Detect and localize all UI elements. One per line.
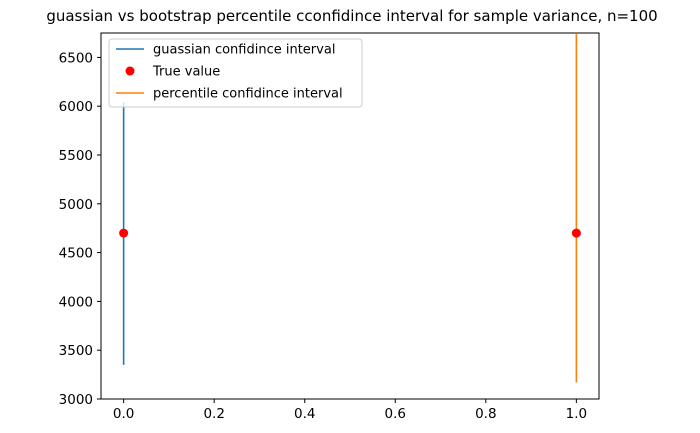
legend: guassian confidince interval True value pe… xyxy=(108,38,363,108)
y-tick-label: 3000 xyxy=(59,392,93,408)
y-tick-label: 4000 xyxy=(59,294,93,310)
y-tick-label: 5000 xyxy=(59,197,93,213)
true-value-point xyxy=(571,228,581,238)
x-tick-label: 0.4 xyxy=(294,406,315,422)
y-tick-label: 6500 xyxy=(59,50,93,66)
legend-box xyxy=(108,38,363,108)
y-tick-label: 5500 xyxy=(59,148,93,164)
x-tick-label: 0.2 xyxy=(203,406,224,422)
true-value-point xyxy=(119,228,129,238)
y-axis: 3000 3500 4000 4500 5000 5500 6000 6500 xyxy=(59,50,101,408)
x-tick-label: 1.0 xyxy=(566,406,587,422)
x-tick-label: 0.0 xyxy=(113,406,134,422)
chart-title: guassian vs bootstrap percentile cconfid… xyxy=(46,7,657,25)
legend-label: guassian confidince interval xyxy=(153,43,335,58)
x-axis: 0.0 0.2 0.4 0.6 0.8 1.0 xyxy=(113,399,587,422)
y-tick-label: 6000 xyxy=(59,99,93,115)
y-tick-label: 3500 xyxy=(59,343,93,359)
series-layer xyxy=(119,33,581,383)
x-tick-label: 0.6 xyxy=(385,406,406,422)
legend-label: True value xyxy=(152,65,220,80)
x-tick-label: 0.8 xyxy=(475,406,496,422)
legend-label: percentile confidince interval xyxy=(153,87,343,102)
legend-marker-swatch xyxy=(125,66,135,76)
plot-area xyxy=(100,32,600,400)
y-tick-label: 4500 xyxy=(59,246,93,262)
